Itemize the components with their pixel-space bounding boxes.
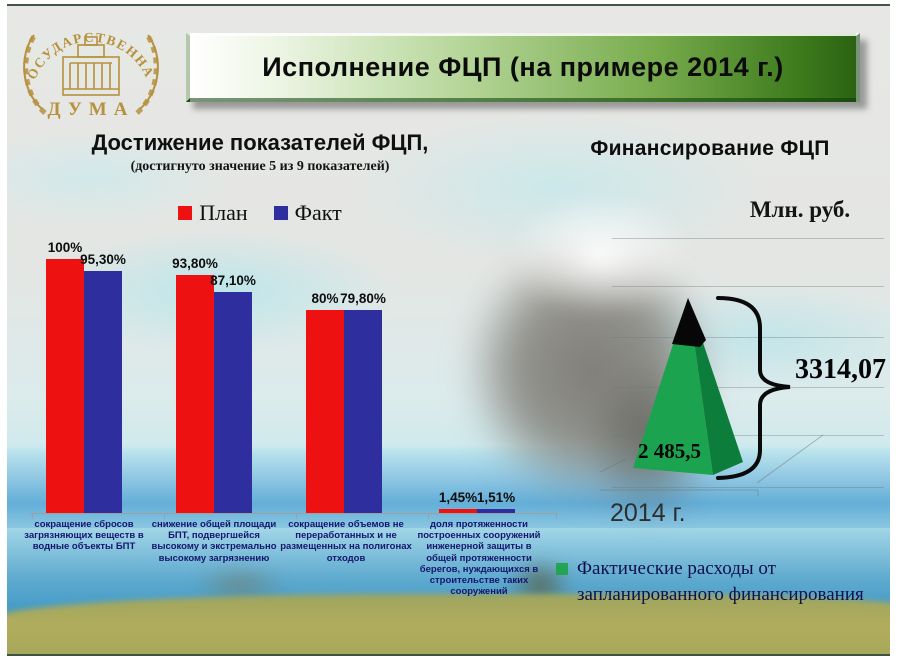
gridline: [612, 286, 884, 287]
gridline: [612, 435, 884, 436]
frame-right-margin: [890, 0, 900, 666]
right-chart-units: Млн. руб.: [749, 197, 851, 222]
legend-plan-label: План: [199, 200, 248, 225]
axis-tick: [164, 514, 165, 519]
legend-item-plan: План: [178, 200, 248, 226]
pyramid-remainder-tip: [672, 298, 706, 347]
slide-title: Исполнение ФЦП (на примере 2014 г.): [262, 51, 784, 82]
duma-building-icon: [62, 36, 120, 96]
gridline: [612, 387, 884, 388]
bar-План-2: [306, 309, 344, 513]
slide-title-banner: Исполнение ФЦП (на примере 2014 г.): [186, 33, 860, 102]
gridline: [612, 238, 884, 239]
axis-tick: [296, 514, 297, 519]
category-label-2: сокращение объемов не переработанных и н…: [280, 519, 412, 564]
category-label-3: доля протяженности построенных сооружени…: [417, 519, 541, 598]
frame-bottom-border: [0, 654, 900, 666]
pyramid-floor-lines: [600, 434, 824, 496]
state-duma-emblem: ГОСУДАРСТВЕННАЯ ДУМА: [6, 0, 170, 120]
bar-Факт-2: [344, 310, 382, 513]
left-chart-legend: План Факт: [35, 200, 485, 226]
bar-Факт-3: [477, 509, 515, 513]
fact-color-swatch: [273, 206, 288, 220]
legend-fact-label: Факт: [294, 200, 342, 225]
pyramid-chart: [600, 296, 824, 496]
bar-value-label: 95,30%: [80, 251, 126, 267]
bar-chart-plot-area: 100% 95,30% 93,80% 87,10% 80% 79,80% 1,45% 1,51…: [30, 240, 558, 519]
bar-План-3: [439, 509, 477, 513]
gridline: [612, 487, 884, 488]
actual-financing-value: 2 485,5: [638, 439, 701, 463]
right-chart-title: Финансирование ФЦП: [590, 137, 830, 160]
bar-Факт-1: [214, 291, 252, 513]
left-chart-title: Достижение показателей ФЦП,: [91, 130, 429, 155]
category-label-0: сокращение сбросов загрязняющих веществ …: [24, 519, 144, 553]
bar-План-0: [46, 259, 84, 513]
bar-value-label: 1,51%: [476, 490, 516, 506]
category-label-1: снижение общей площади БПТ, подвергшейся…: [151, 519, 277, 564]
bar-value-label: 100%: [47, 240, 83, 255]
total-brace: [716, 296, 791, 480]
bar-value-label: 87,10%: [210, 272, 256, 288]
bar-value-label: 79,80%: [340, 291, 386, 307]
year-axis-label: 2014 г.: [610, 499, 686, 527]
bar-План-1: [176, 274, 214, 513]
bar-value-label: 93,80%: [172, 255, 218, 271]
frame-left-margin: [0, 0, 7, 666]
left-chart-subtitle: (достигнуто значение 5 из 9 показателей): [130, 159, 390, 174]
bar-value-label: 80%: [311, 290, 339, 306]
emblem-duma-text: ДУМА: [48, 99, 135, 120]
axis-tick: [428, 514, 429, 519]
axis-tick: [32, 514, 33, 519]
axis-tick: [556, 514, 557, 519]
laurel-wreath-icon: [23, 31, 159, 115]
frame-top-border: [0, 0, 900, 6]
plan-color-swatch: [178, 206, 193, 220]
gridline: [612, 337, 884, 338]
bar-Факт-0: [84, 270, 122, 513]
actual-color-swatch: [556, 563, 568, 575]
total-financing-value: 3314,07: [795, 354, 886, 385]
right-chart-legend: Фактические расходы от запланированного …: [556, 556, 886, 607]
legend-item-fact: Факт: [273, 200, 342, 226]
right-legend-text: Фактические расходы от запланированного …: [577, 558, 864, 605]
bar-value-label: 1,45%: [438, 490, 478, 506]
